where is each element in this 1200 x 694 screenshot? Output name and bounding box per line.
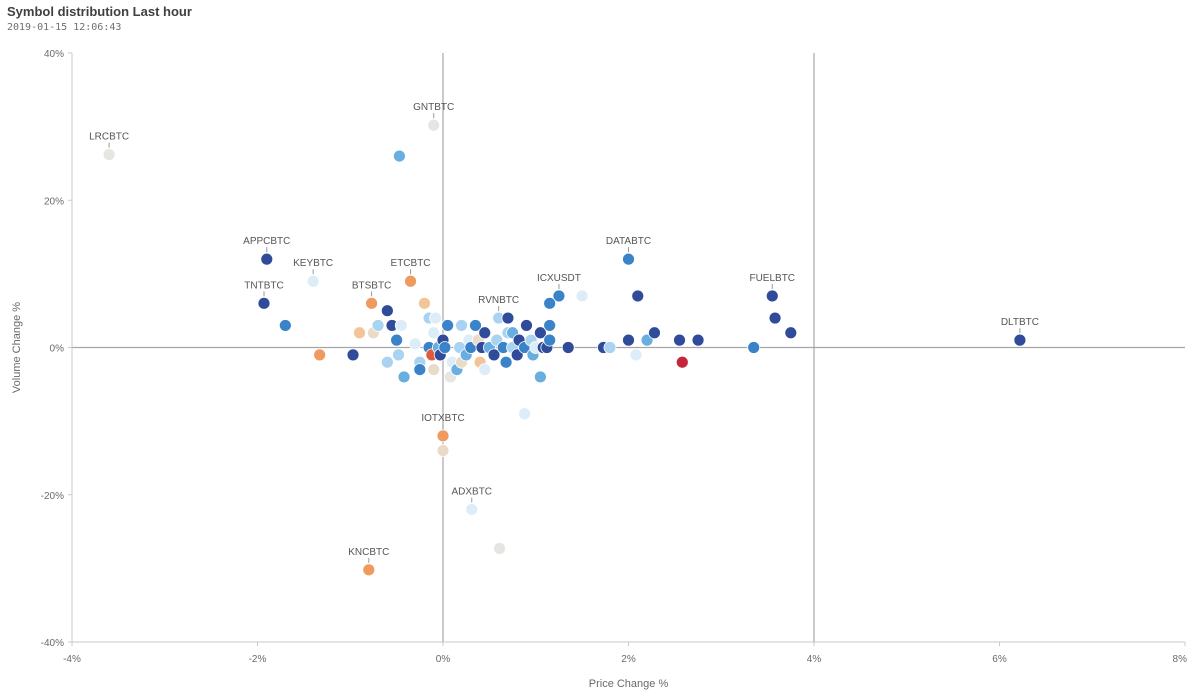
data-point[interactable]	[675, 355, 689, 369]
y-tick-label: -40%	[41, 638, 64, 649]
data-point[interactable]	[622, 333, 635, 347]
data-point[interactable]	[603, 341, 617, 354]
point-dltbtc[interactable]	[1013, 333, 1027, 347]
data-point[interactable]	[493, 542, 506, 555]
x-axis-title: Price Change %	[589, 678, 669, 690]
chart-title: Symbol distribution Last hour	[7, 4, 192, 19]
data-point[interactable]	[346, 348, 360, 362]
point-appcbtc[interactable]	[260, 252, 274, 266]
x-tick-label: 4%	[807, 654, 822, 665]
point-icxusdt[interactable]	[552, 289, 566, 303]
x-tick-label: 6%	[992, 654, 1007, 665]
data-label-adxbtc: ADXBTC	[451, 486, 492, 497]
data-point[interactable]	[429, 311, 442, 325]
data-label-iotxbtc: IOTXBTC	[421, 413, 464, 424]
data-point[interactable]	[648, 326, 661, 340]
data-point[interactable]	[393, 149, 406, 163]
data-point[interactable]	[784, 326, 798, 340]
data-label-dltbtc: DLTBTC	[1001, 317, 1039, 328]
data-point[interactable]	[533, 326, 547, 340]
point-adxbtc[interactable]	[465, 503, 479, 516]
y-tick-label: 20%	[44, 196, 64, 207]
x-tick-label: 2%	[621, 654, 636, 665]
data-label-icxusdt: ICXUSDT	[537, 273, 581, 284]
data-label-gntbtc: GNTBTC	[413, 102, 454, 113]
data-point[interactable]	[390, 333, 404, 347]
data-point[interactable]	[629, 348, 643, 362]
data-label-databtc: DATABTC	[606, 236, 651, 247]
point-keybtc[interactable]	[306, 274, 320, 288]
data-point[interactable]	[469, 319, 482, 332]
data-label-fuelbtc: FUELBTC	[749, 273, 795, 284]
data-point[interactable]	[533, 370, 547, 384]
data-point[interactable]	[441, 319, 455, 332]
data-point[interactable]	[380, 304, 394, 318]
data-point[interactable]	[278, 319, 292, 332]
data-label-tntbtc: TNTBTC	[244, 280, 283, 291]
data-point[interactable]	[427, 326, 441, 340]
data-point[interactable]	[520, 319, 533, 332]
data-label-keybtc: KEYBTC	[293, 258, 333, 269]
y-axis-title: Volume Change %	[11, 302, 23, 393]
data-point[interactable]	[543, 319, 557, 332]
data-point[interactable]	[673, 333, 686, 347]
axes-layer: 40% 20% 0% -20% -40% -4% -2% 0% 2% 4% 6% 8% Price Ch…	[11, 49, 1187, 690]
x-tick-label: -4%	[63, 654, 81, 665]
grid-layer	[72, 53, 1185, 642]
data-point[interactable]	[478, 363, 492, 376]
data-label-rvnbtc: RVNBTC	[478, 295, 519, 306]
data-point[interactable]	[543, 296, 557, 310]
x-tick-label: 8%	[1173, 654, 1188, 665]
data-point[interactable]	[501, 311, 515, 325]
data-label-kncbtc: KNCBTC	[348, 547, 389, 558]
data-point[interactable]	[313, 348, 327, 362]
x-tick-label: 0%	[436, 654, 451, 665]
data-point[interactable]	[408, 337, 422, 351]
data-point[interactable]	[380, 355, 394, 369]
y-tick-label: 0%	[50, 344, 65, 355]
data-point[interactable]	[418, 296, 431, 310]
data-label-lrcbtc: LRCBTC	[89, 132, 129, 143]
y-tick-label: 40%	[44, 49, 64, 60]
point-tntbtc[interactable]	[257, 296, 271, 310]
data-point[interactable]	[631, 289, 645, 303]
data-point[interactable]	[413, 363, 427, 376]
timestamp: 2019-01-15 12:06:43	[7, 22, 122, 33]
labels-layer: LRCBTC GNTBTC APPCBTC TNTBTC KEYBTC BTSBTCETC…	[89, 102, 1039, 563]
point-etcbtc[interactable]	[404, 274, 417, 288]
data-point[interactable]	[438, 341, 452, 354]
point-databtc[interactable]	[622, 252, 635, 266]
data-point[interactable]	[436, 444, 450, 457]
data-point[interactable]	[394, 319, 408, 332]
data-label-btsbtc: BTSBTC	[352, 280, 391, 291]
data-point[interactable]	[353, 326, 366, 340]
data-label-etcbtc: ETCBTC	[391, 258, 431, 269]
data-point[interactable]	[747, 341, 761, 354]
data-point[interactable]	[561, 341, 575, 354]
data-point[interactable]	[575, 289, 589, 303]
data-point[interactable]	[691, 333, 705, 347]
data-point[interactable]	[499, 355, 513, 369]
data-point[interactable]	[487, 348, 501, 362]
point-iotxbtc[interactable]	[436, 429, 450, 443]
points-layer	[102, 118, 1027, 577]
data-point[interactable]	[371, 319, 385, 332]
x-tick-label: -2%	[249, 654, 267, 665]
data-point[interactable]	[543, 333, 557, 347]
data-point[interactable]	[392, 348, 405, 362]
data-point[interactable]	[518, 407, 532, 421]
data-point[interactable]	[427, 363, 441, 376]
data-point[interactable]	[455, 319, 468, 332]
point-fuelbtc[interactable]	[765, 289, 779, 303]
y-tick-label: -20%	[41, 491, 64, 502]
data-point[interactable]	[768, 311, 782, 325]
data-point[interactable]	[397, 370, 411, 384]
point-gntbtc[interactable]	[427, 118, 441, 132]
data-label-appcbtc: APPCBTC	[243, 236, 290, 247]
data-point[interactable]	[478, 326, 492, 340]
point-btsbtc[interactable]	[365, 296, 378, 310]
point-lrcbtc[interactable]	[102, 148, 116, 162]
point-kncbtc[interactable]	[362, 563, 376, 577]
